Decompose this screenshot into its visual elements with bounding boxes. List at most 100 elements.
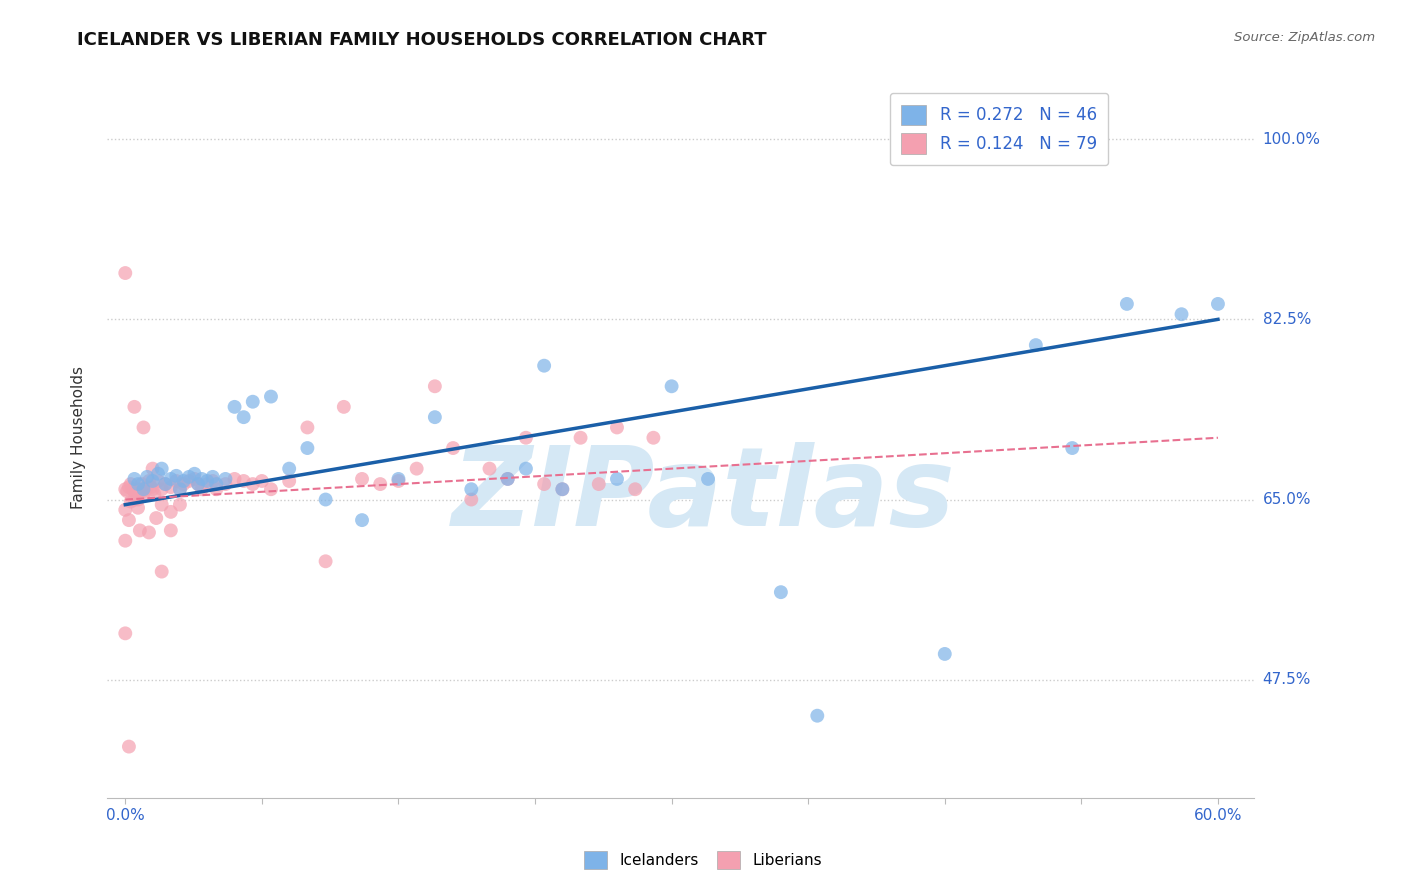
Point	[224, 400, 246, 414]
Point	[187, 477, 209, 491]
Point	[177, 470, 200, 484]
Point	[350, 513, 373, 527]
Point	[115, 484, 138, 499]
Point	[260, 390, 283, 404]
Point	[232, 410, 254, 425]
Point	[132, 484, 155, 499]
Point	[142, 482, 165, 496]
Point	[118, 513, 141, 527]
Point	[155, 477, 177, 491]
Y-axis label: Family Households: Family Households	[72, 367, 86, 509]
Legend: R = 0.272   N = 46, R = 0.124   N = 79: R = 0.272 N = 46, R = 0.124 N = 79	[890, 93, 1108, 165]
Point	[205, 482, 228, 496]
Point	[624, 482, 647, 496]
Point	[297, 441, 319, 455]
Point	[191, 482, 214, 496]
Point	[1170, 307, 1192, 321]
Point	[146, 474, 169, 488]
Point	[165, 474, 187, 488]
Text: Source: ZipAtlas.com: Source: ZipAtlas.com	[1234, 31, 1375, 45]
Point	[934, 647, 956, 661]
Point	[460, 482, 482, 496]
Point	[146, 467, 169, 481]
Point	[214, 477, 236, 491]
Point	[278, 461, 301, 475]
Point	[131, 477, 153, 491]
Point	[1206, 297, 1229, 311]
Point	[533, 477, 555, 491]
Point	[423, 410, 446, 425]
Point	[136, 480, 159, 494]
Point	[145, 511, 167, 525]
Point	[201, 474, 224, 488]
Point	[150, 482, 173, 496]
Point	[114, 533, 136, 548]
Point	[169, 482, 191, 496]
Point	[132, 482, 155, 496]
Point	[315, 492, 337, 507]
Point	[460, 492, 482, 507]
Point	[187, 477, 209, 491]
Point	[806, 708, 828, 723]
Point	[142, 461, 165, 475]
Text: 100.0%: 100.0%	[1263, 132, 1320, 146]
Point	[155, 477, 177, 491]
Point	[132, 487, 155, 501]
Point	[769, 585, 792, 599]
Point	[136, 470, 159, 484]
Text: ICELANDER VS LIBERIAN FAMILY HOUSEHOLDS CORRELATION CHART: ICELANDER VS LIBERIAN FAMILY HOUSEHOLDS …	[77, 31, 766, 49]
Point	[201, 470, 224, 484]
Point	[606, 420, 628, 434]
Text: 82.5%: 82.5%	[1263, 312, 1310, 326]
Point	[169, 482, 191, 496]
Point	[143, 487, 166, 501]
Point	[205, 477, 228, 491]
Point	[1025, 338, 1047, 352]
Point	[120, 494, 142, 508]
Point	[169, 498, 191, 512]
Point	[128, 482, 150, 496]
Point	[132, 420, 155, 434]
Point	[515, 461, 537, 475]
Point	[138, 525, 160, 540]
Point	[128, 524, 150, 538]
Point	[297, 420, 319, 434]
Point	[138, 474, 160, 488]
Point	[120, 477, 142, 491]
Point	[125, 487, 148, 501]
Point	[533, 359, 555, 373]
Point	[124, 472, 146, 486]
Point	[183, 472, 205, 486]
Point	[118, 480, 141, 494]
Point	[124, 400, 146, 414]
Point	[496, 472, 519, 486]
Point	[405, 461, 427, 475]
Point	[150, 565, 173, 579]
Point	[387, 474, 409, 488]
Point	[195, 477, 218, 491]
Point	[127, 500, 149, 515]
Point	[387, 472, 409, 486]
Point	[114, 626, 136, 640]
Point	[214, 472, 236, 486]
Point	[118, 739, 141, 754]
Point	[114, 503, 136, 517]
Point	[165, 468, 187, 483]
Point	[232, 474, 254, 488]
Point	[173, 477, 195, 491]
Point	[150, 461, 173, 475]
Point	[315, 554, 337, 568]
Point	[278, 474, 301, 488]
Point	[569, 431, 592, 445]
Point	[127, 477, 149, 491]
Point	[1062, 441, 1084, 455]
Point	[441, 441, 464, 455]
Text: 65.0%: 65.0%	[1263, 492, 1312, 507]
Point	[250, 474, 273, 488]
Text: 47.5%: 47.5%	[1263, 673, 1310, 687]
Point	[368, 477, 391, 491]
Point	[191, 472, 214, 486]
Point	[515, 431, 537, 445]
Point	[134, 482, 156, 496]
Point	[242, 477, 264, 491]
